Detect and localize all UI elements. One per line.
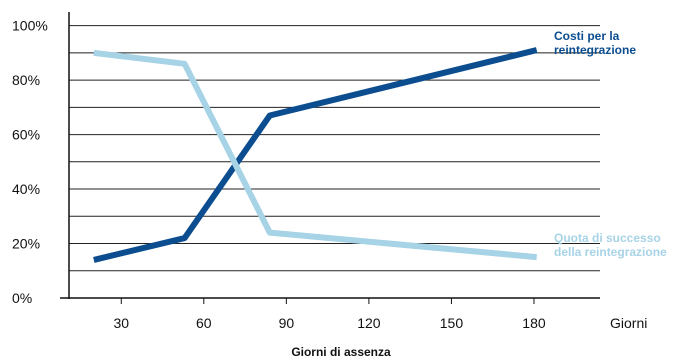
series-line-2	[93, 49, 537, 261]
x-unit-label: Giorni	[610, 315, 647, 331]
x-ticks: 30 60 90 120 150 180	[113, 298, 546, 331]
series-label-line: Costi per la	[554, 29, 620, 43]
series-label-line: della reintegrazione	[554, 245, 667, 259]
x-tick-label: 90	[279, 315, 295, 331]
x-tick-label: 180	[522, 315, 546, 331]
series-label-line: Quota di successo	[554, 231, 661, 245]
series-label-line: reintegrazione	[554, 43, 636, 57]
series-labels: Costi per la reintegrazione Quota di succe…	[554, 29, 667, 259]
x-tick-label: 150	[440, 315, 464, 331]
series-label-1: Costi per la reintegrazione	[554, 29, 636, 57]
y-tick-label: 20%	[12, 236, 40, 252]
y-tick-label: 60%	[12, 127, 40, 143]
y-tick-label: 80%	[12, 72, 40, 88]
x-tick-label: 120	[357, 315, 381, 331]
x-tick-label: 60	[196, 315, 212, 331]
y-tick-label: 100%	[12, 18, 48, 34]
y-tick-label: 40%	[12, 181, 40, 197]
y-tick-label: 0%	[12, 290, 32, 306]
x-tick-label: 30	[113, 315, 129, 331]
y-tick-labels: 0% 20% 40% 60% 80% 100%	[12, 18, 48, 306]
series-line-1	[93, 47, 538, 263]
series-lines	[93, 47, 538, 263]
x-axis-title: Giorni di assenza	[291, 345, 391, 359]
series-label-2: Quota di successo della reintegrazione	[554, 231, 667, 259]
